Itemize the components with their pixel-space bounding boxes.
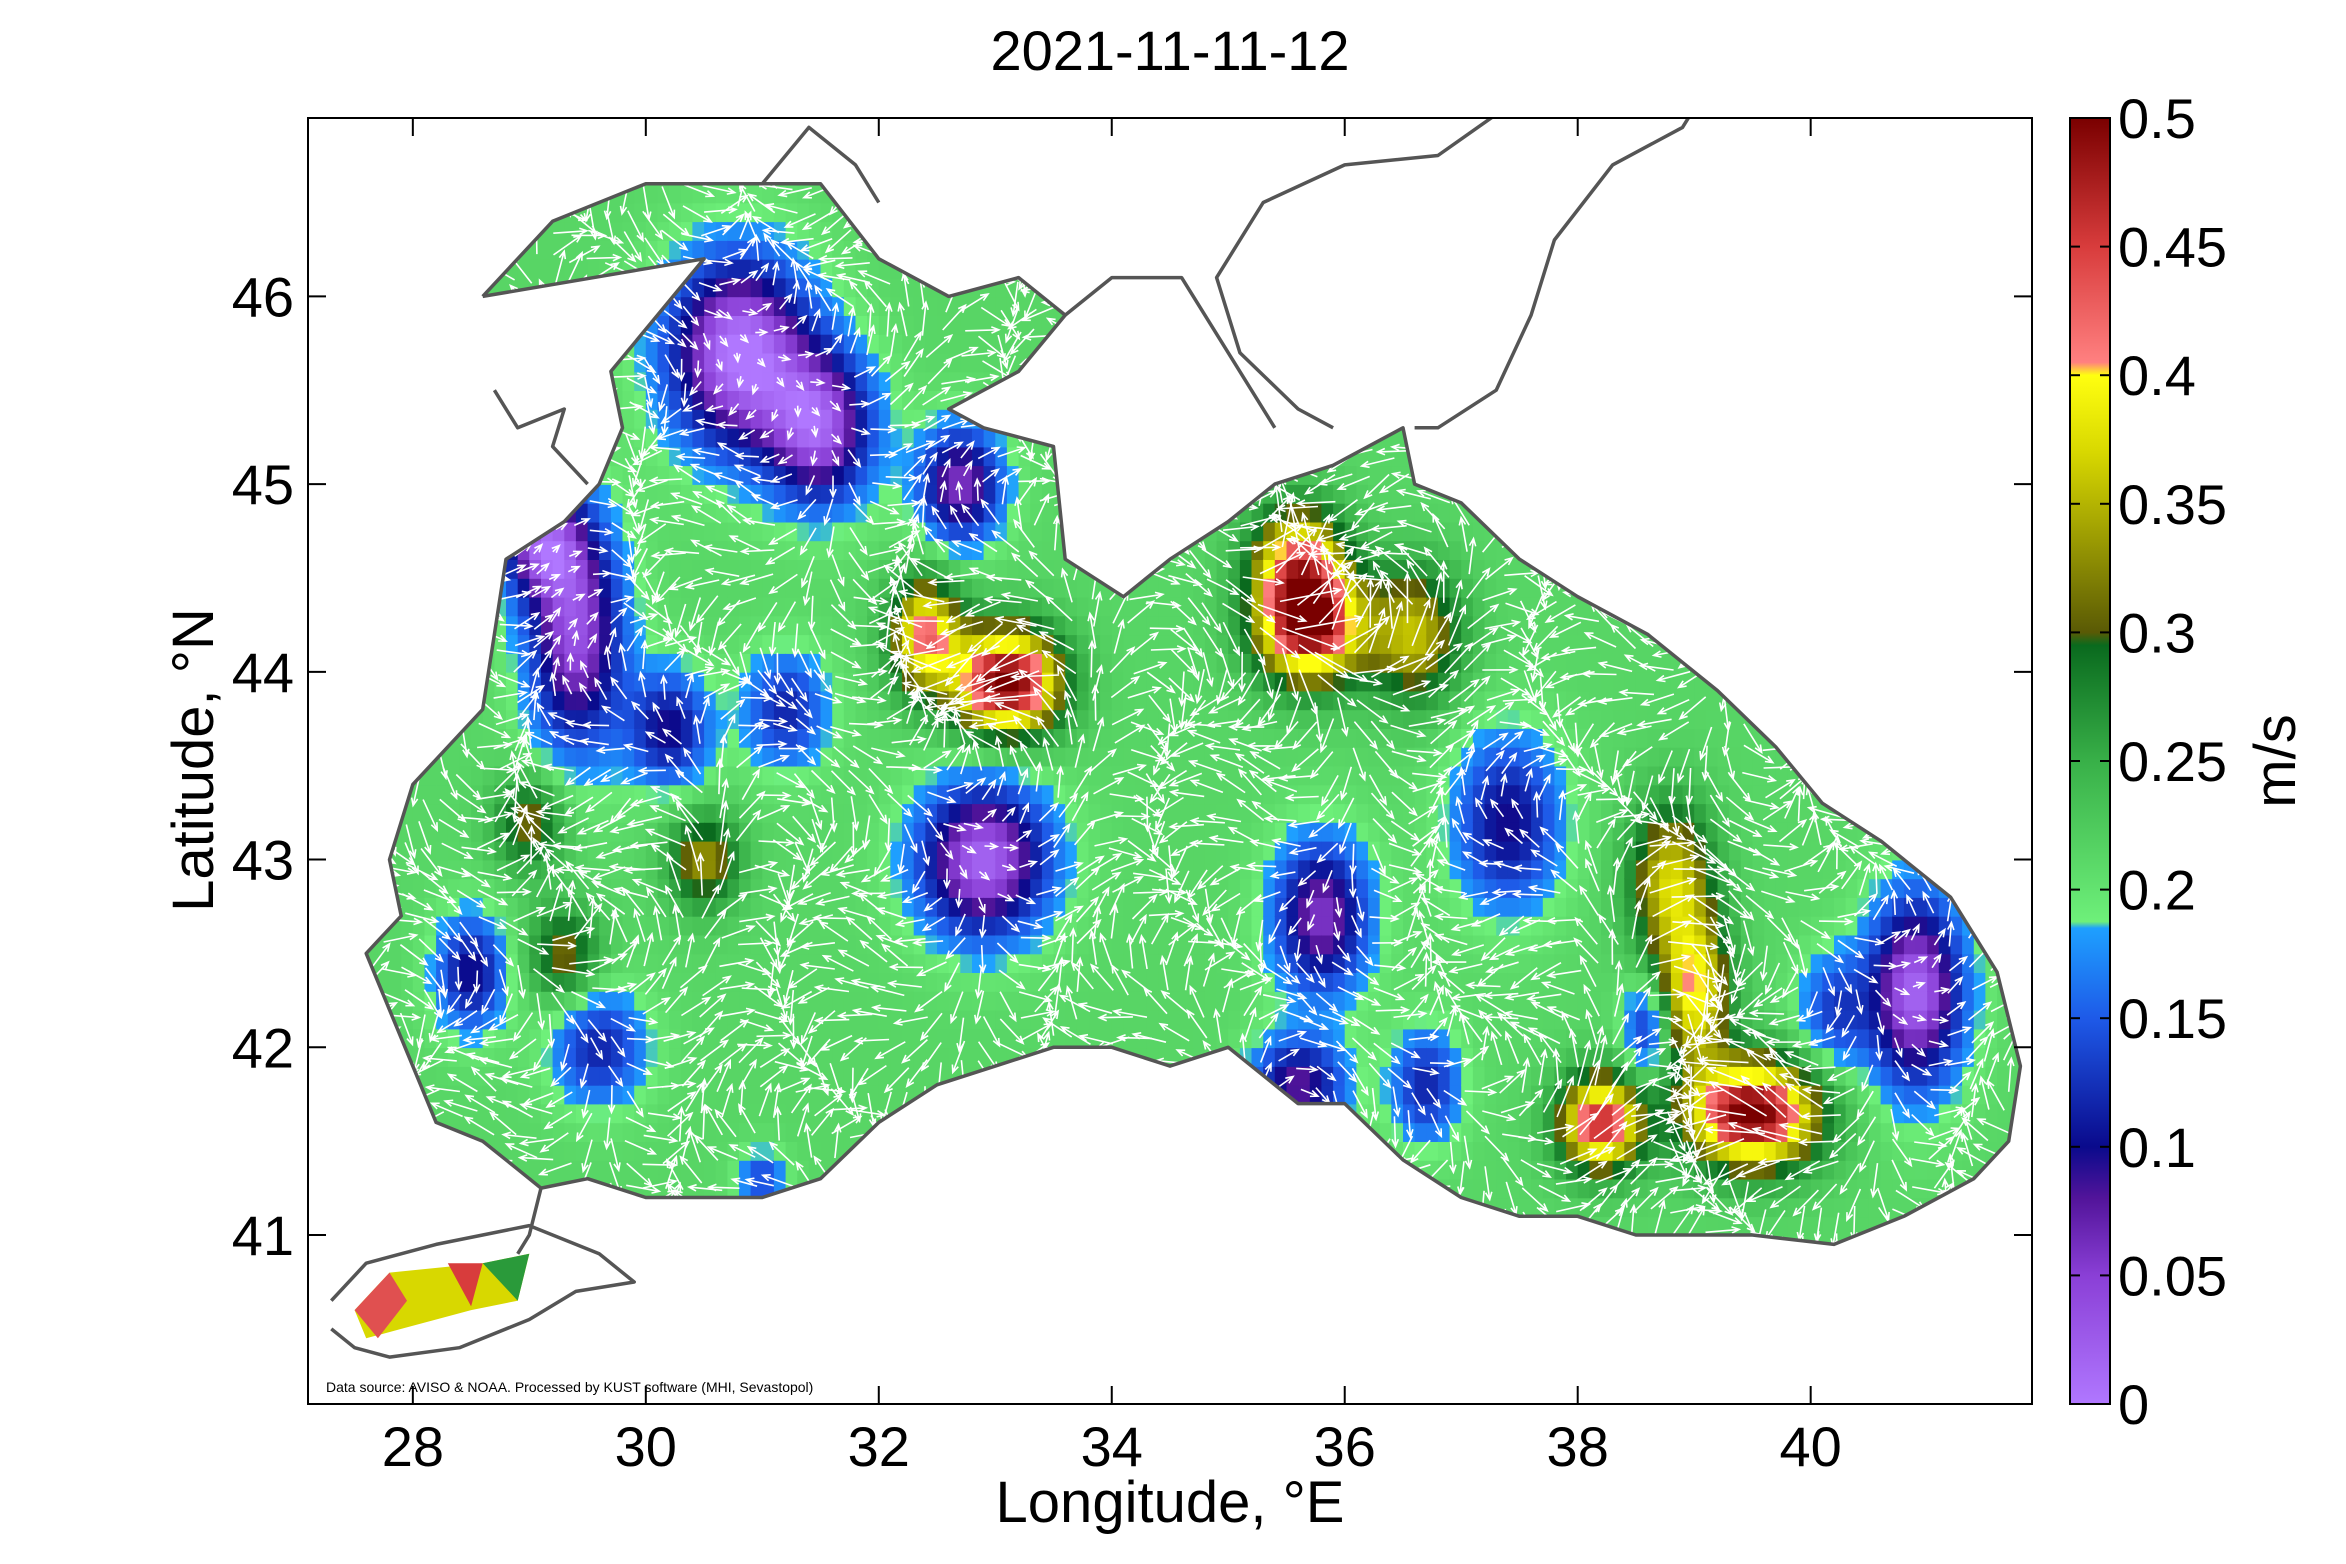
coastline [330, 118, 2023, 1359]
danube-delta-coastline [492, 389, 589, 486]
marmara-sea-field [354, 1253, 530, 1339]
colorbar-tick-label: 0 [2118, 1373, 2149, 1436]
bosphorus-coastline [516, 1187, 543, 1255]
azov-sea-coastline [1214, 118, 1691, 430]
speed-field-cells [366, 183, 2021, 1245]
y-axis-label: Latitude, °N [161, 608, 226, 912]
colorbar-tick-label: 0.5 [2118, 87, 2196, 150]
y-tick-label: 43 [232, 829, 294, 892]
colorbar-tick-label: 0.45 [2118, 216, 2227, 279]
x-tick-label: 32 [848, 1415, 910, 1478]
colorbar-ticks: 0 0.05 0.1 0.15 0.2 0.25 0.3 0.35 0.4 0.45 0.5 [2070, 87, 2227, 1436]
sea-surface-current-map [330, 118, 2023, 1359]
marmara-coastline [330, 1223, 636, 1359]
y-tick-label: 41 [232, 1204, 294, 1267]
x-axis-ticks: 28 30 32 34 36 38 40 [382, 118, 1842, 1478]
y-tick-label: 44 [232, 641, 294, 704]
colorbar-tick-label: 0.3 [2118, 601, 2196, 664]
black-sea-coastline [364, 181, 2023, 1247]
x-tick-label: 36 [1314, 1415, 1376, 1478]
colorbar-tick-label: 0.25 [2118, 730, 2227, 793]
y-tick-label: 45 [232, 453, 294, 516]
colorbar-tick-label: 0.35 [2118, 473, 2227, 536]
colorbar-tick-label: 0.2 [2118, 859, 2196, 922]
sivash-coastline [1064, 275, 1277, 429]
chart-title: 2021-11-11-12 [990, 19, 1349, 82]
y-tick-label: 46 [232, 265, 294, 328]
x-tick-label: 34 [1081, 1415, 1143, 1478]
x-tick-label: 28 [382, 1415, 444, 1478]
plot-frame [307, 117, 2033, 1405]
y-axis-ticks: 41 42 43 44 45 46 [232, 265, 2032, 1267]
data-source-note: Data source: AVISO & NOAA. Processed by … [326, 1379, 813, 1395]
colorbar-tick-label: 0.05 [2118, 1244, 2227, 1307]
colorbar: 0 0.05 0.1 0.15 0.2 0.25 0.3 0.35 0.4 0.45 0.5 m/s [2069, 87, 2308, 1436]
colorbar-tick-label: 0.15 [2118, 987, 2227, 1050]
y-tick-label: 42 [232, 1016, 294, 1079]
x-tick-label: 30 [615, 1415, 677, 1478]
colorbar-tick-label: 0.4 [2118, 344, 2196, 407]
x-tick-label: 40 [1780, 1415, 1842, 1478]
x-axis-label: Longitude, °E [996, 1470, 1345, 1535]
colorbar-tick-label: 0.1 [2118, 1116, 2196, 1179]
dnieper-estuary-coastline [760, 125, 881, 204]
colorbar-label: m/s [2243, 714, 2308, 807]
x-tick-label: 38 [1547, 1415, 1609, 1478]
